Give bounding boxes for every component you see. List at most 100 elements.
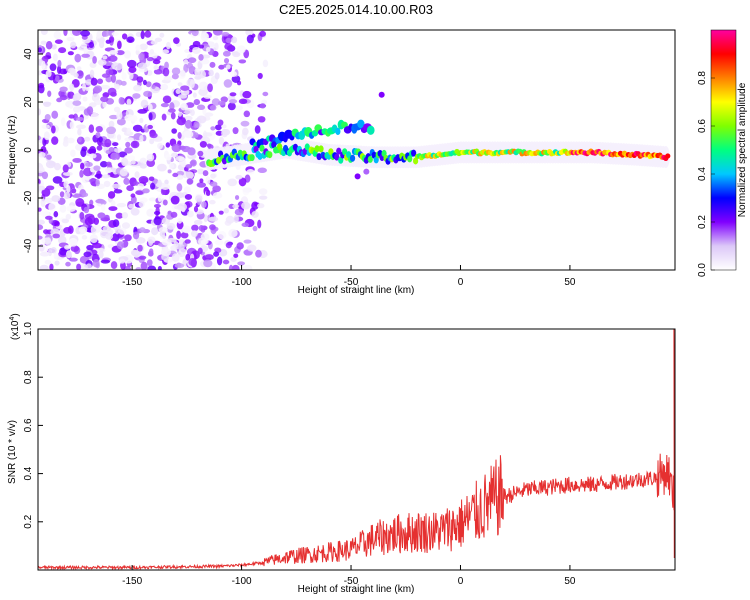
heatmap-noise-cell — [214, 124, 222, 131]
heatmap-noise-cell — [82, 192, 89, 197]
heatmap-noise-cell — [228, 264, 234, 270]
heatmap-noise-cell — [223, 79, 233, 88]
heatmap-noise-cell — [40, 30, 48, 36]
heatmap-noise-cell — [38, 108, 42, 116]
heatmap-noise-cell — [47, 90, 52, 97]
heatmap-noise-cell — [252, 225, 258, 232]
heatmap-noise-cell — [193, 219, 203, 225]
heatmap-noise-cell — [86, 244, 94, 251]
heatmap-noise-cell — [109, 114, 119, 120]
heatmap-noise-cell — [45, 160, 56, 169]
heatmap-noise-cell — [52, 233, 61, 239]
heatmap-noise-cell — [199, 178, 204, 184]
heatmap-noise-cell — [236, 242, 244, 250]
heatmap-noise-cell — [242, 264, 253, 270]
heatmap-noise-cell — [132, 231, 140, 240]
heatmap-noise-cell — [130, 208, 140, 216]
heatmap-noise-cell — [230, 256, 237, 262]
heatmap-noise-cell — [105, 69, 114, 76]
heatmap-noise-cell — [71, 188, 77, 194]
heatmap-noise-cell — [164, 179, 169, 185]
heatmap-noise-cell — [112, 219, 120, 228]
chart-title: C2E5.2025.014.10.00.R03 — [279, 2, 433, 17]
heatmap-noise-cell — [38, 219, 45, 225]
heatmap-noise-cell — [64, 244, 70, 250]
heatmap-noise-cell — [89, 153, 97, 159]
heatmap-noise-cell — [183, 63, 189, 73]
heatmap-noise-cell — [214, 239, 224, 246]
heatmap-noise-cell — [202, 132, 213, 137]
heatmap-noise-cell — [81, 82, 87, 92]
heatmap-noise-cell — [106, 161, 112, 166]
heatmap-noise-cell — [51, 44, 57, 50]
heatmap-noise-cell — [73, 72, 79, 78]
spectrogram-x-ticks: -150 -100 -50 0 50 — [122, 265, 576, 288]
heatmap-noise-cell — [49, 263, 54, 270]
heatmap-noise-cell — [139, 43, 148, 51]
heatmap-noise-cell — [113, 62, 123, 71]
heatmap-noise-cell — [255, 249, 262, 258]
heatmap-noise-cell — [43, 229, 49, 234]
heatmap-noise-cell — [180, 232, 189, 239]
heatmap-noise-cell — [144, 30, 152, 38]
heatmap-noise-cell — [83, 206, 90, 214]
heatmap-noise-cell — [65, 213, 72, 220]
heatmap-ridge-cell — [413, 157, 419, 165]
heatmap-noise-cell — [211, 98, 221, 106]
heatmap-noise-cell — [95, 248, 106, 253]
heatmap-noise-cell — [54, 221, 60, 227]
heatmap-noise-cell — [222, 50, 231, 57]
spectrogram-panel: -150 -100 -50 0 50 -40 -20 0 20 40 Height of str… — [7, 29, 676, 296]
heatmap-noise-cell — [164, 61, 169, 70]
heatmap-noise-cell — [138, 255, 147, 260]
heatmap-noise-cell — [130, 195, 137, 204]
heatmap-noise-cell — [178, 156, 186, 166]
heatmap-noise-cell — [259, 195, 268, 200]
heatmap-noise-cell — [212, 30, 223, 36]
heatmap-noise-cell — [162, 199, 168, 206]
colorbar: 0.0 0.2 0.4 0.6 0.8 Normalized spectral ampl… — [697, 29, 748, 277]
heatmap-noise-cell — [65, 261, 71, 267]
snr-panel: -150 -100 -50 0 50 0.2 0.4 0.6 0.8 1.0 Height of… — [7, 313, 676, 595]
heatmap-noise-cell — [90, 112, 99, 121]
heatmap-noise-cell — [153, 65, 159, 71]
heatmap-noise-cell — [49, 63, 57, 72]
heatmap-noise-cell — [190, 159, 197, 167]
heatmap-noise-cell — [191, 30, 199, 37]
heatmap-noise-cell — [97, 59, 107, 66]
heatmap-noise-cell — [69, 83, 75, 91]
heatmap-noise-cell — [45, 41, 53, 50]
heatmap-noise-cell — [167, 237, 177, 243]
heatmap-noise-cell — [114, 228, 120, 235]
heatmap-noise-cell — [40, 210, 50, 218]
heatmap-noise-cell — [182, 225, 191, 234]
heatmap-noise-cell — [151, 52, 158, 59]
heatmap-noise-cell — [96, 145, 103, 151]
heatmap-noise-cell — [135, 44, 141, 51]
heatmap-noise-cell — [134, 171, 140, 179]
heatmap-branch-cell — [366, 125, 375, 135]
heatmap-noise-cell — [192, 92, 197, 98]
heatmap-noise-cell — [161, 248, 171, 257]
heatmap-noise-cell — [196, 115, 207, 124]
heatmap-noise-cell — [116, 50, 125, 56]
heatmap-noise-cell — [99, 229, 109, 239]
heatmap-noise-cell — [62, 140, 69, 147]
heatmap-noise-cell — [108, 120, 115, 128]
heatmap-noise-cell — [147, 265, 157, 270]
heatmap-noise-cell — [238, 59, 247, 64]
heatmap-noise-cell — [99, 161, 108, 168]
heatmap-noise-cell — [159, 32, 165, 38]
heatmap-noise-cell — [139, 117, 144, 124]
heatmap-noise-cell — [104, 138, 112, 148]
heatmap-noise-cell — [224, 43, 233, 50]
heatmap-noise-cell — [124, 137, 134, 142]
heatmap-noise-cell — [77, 128, 82, 136]
heatmap-noise-cell — [208, 216, 219, 222]
heatmap-noise-cell — [242, 127, 249, 136]
heatmap-noise-cell — [185, 253, 190, 261]
heatmap-noise-cell — [95, 179, 100, 187]
heatmap-noise-cell — [231, 264, 240, 270]
heatmap-noise-cell — [210, 126, 216, 131]
heatmap-noise-cell — [187, 57, 197, 64]
